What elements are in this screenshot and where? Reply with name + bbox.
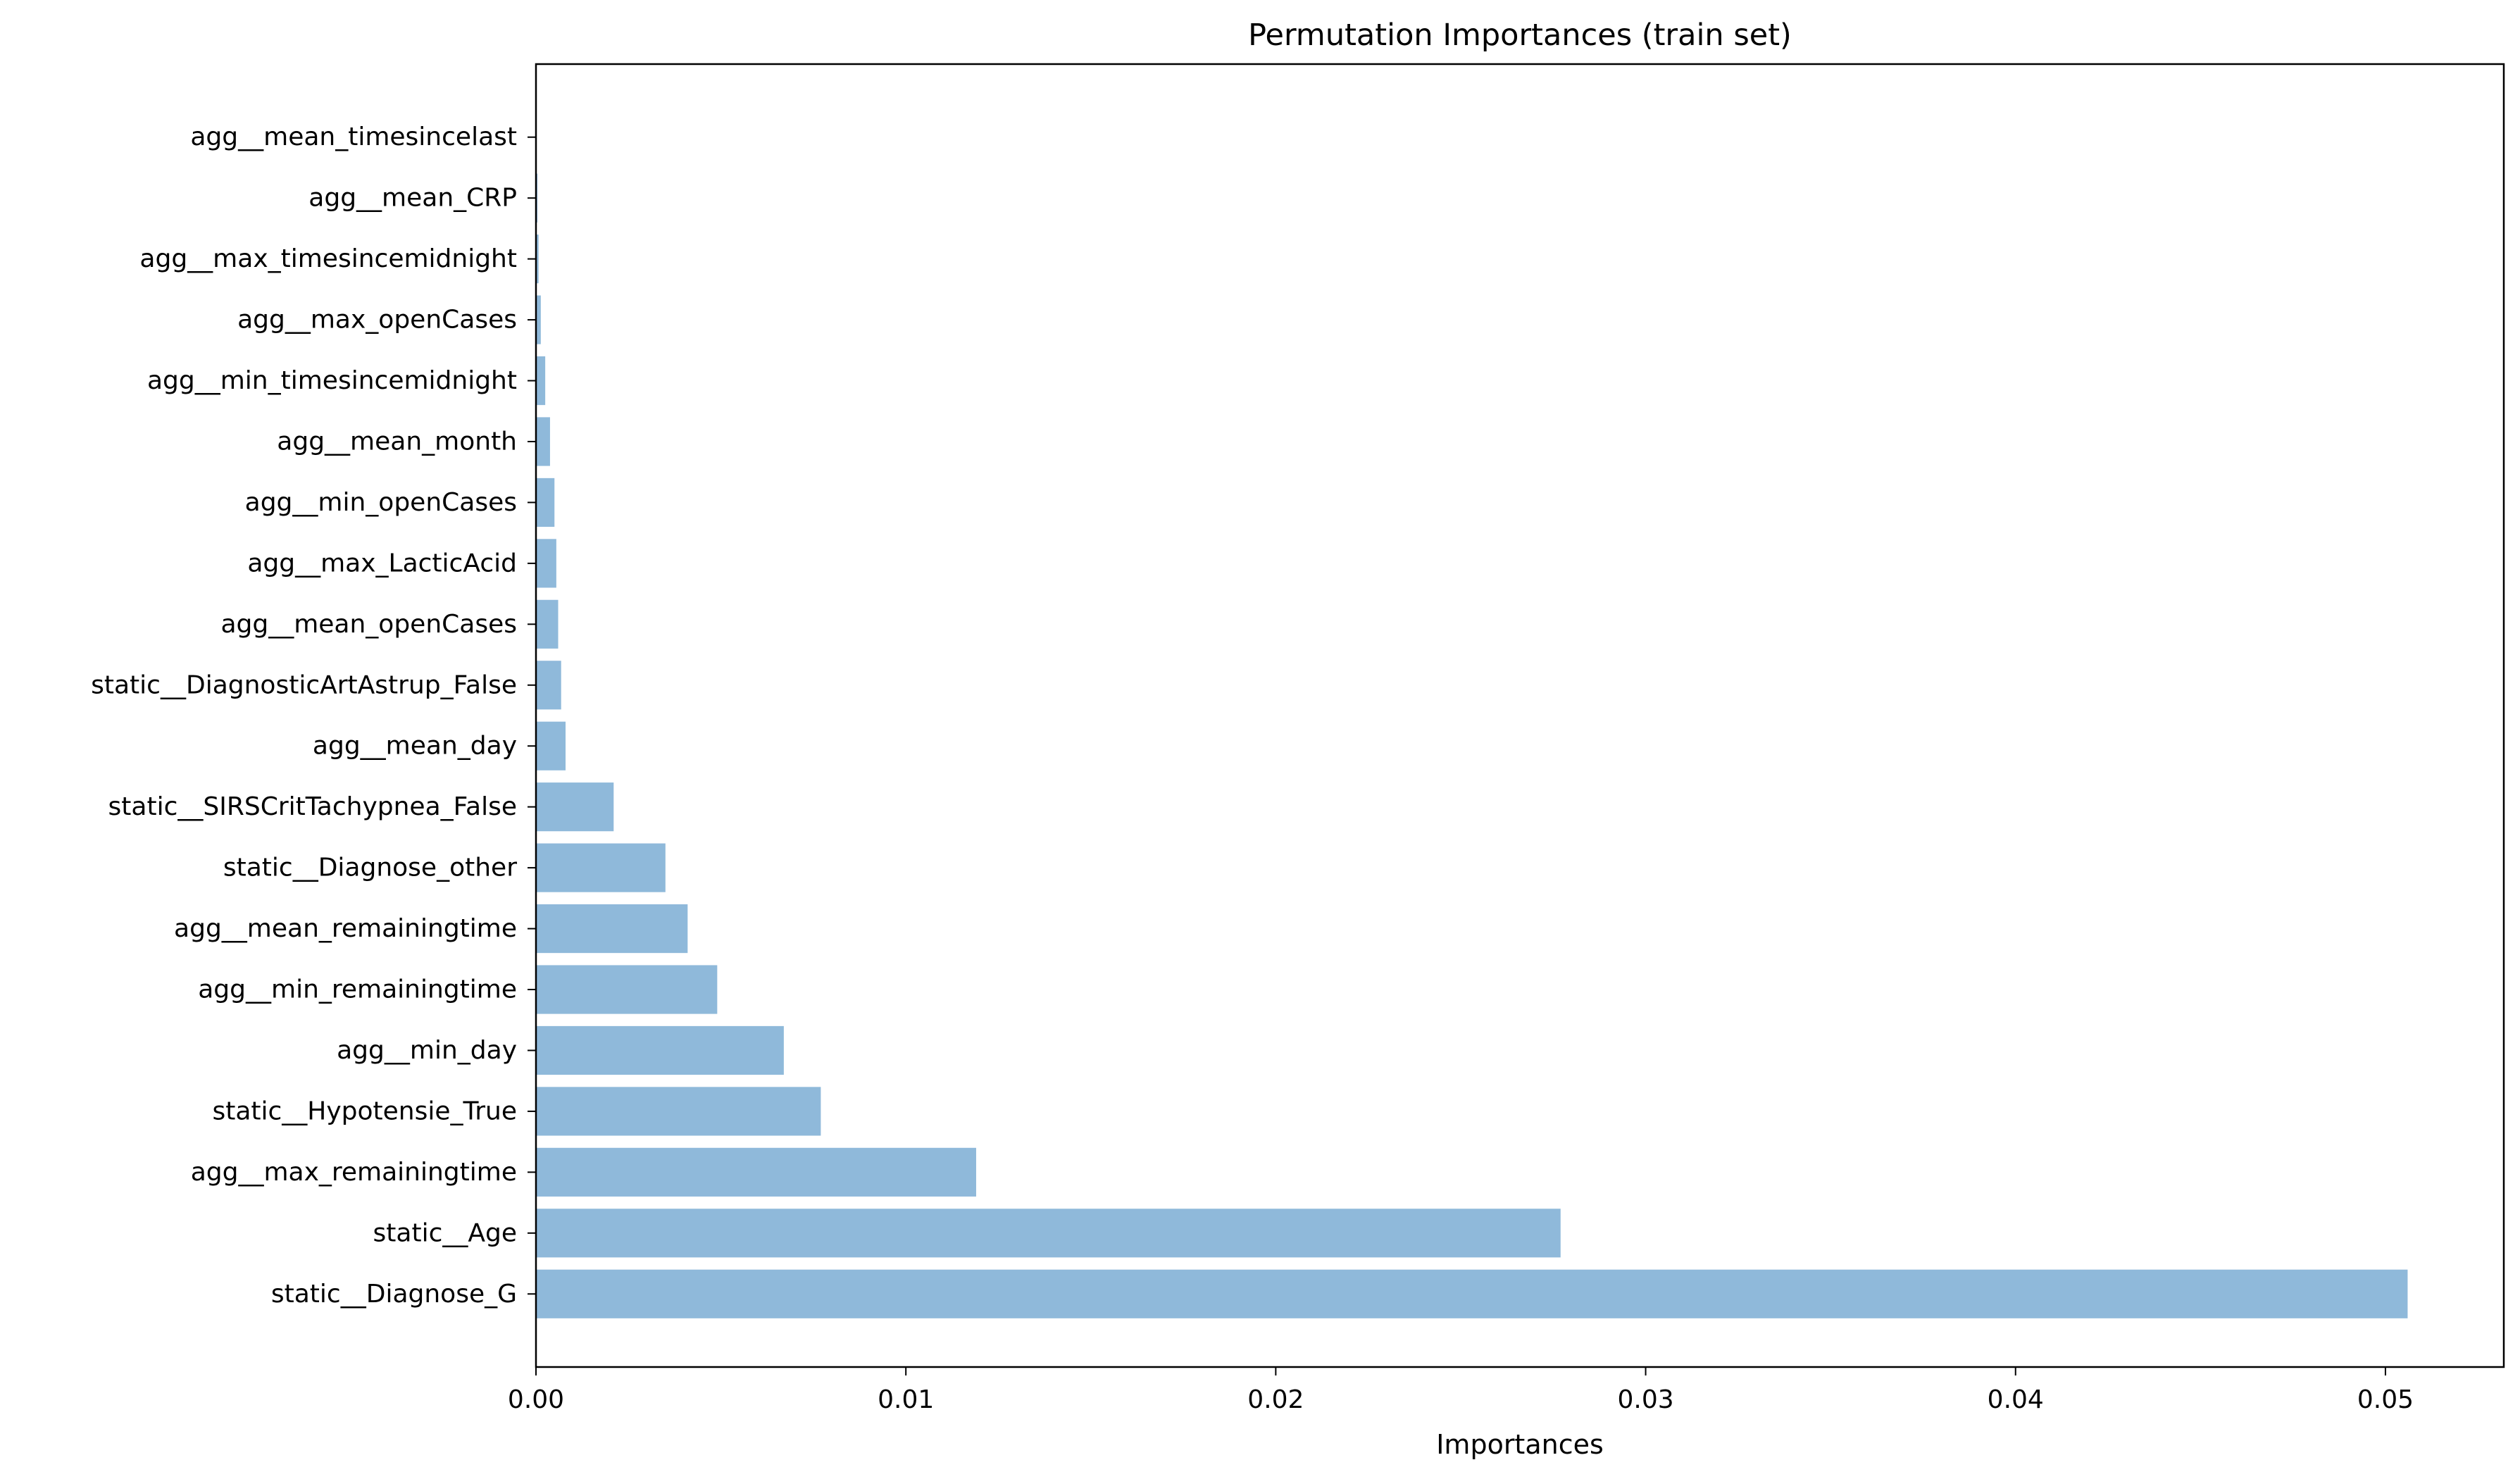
y-tick-label: agg__mean_CRP <box>308 184 517 213</box>
y-tick-label: agg__mean_remainingtime <box>174 914 517 943</box>
bar-static__SIRSCritTachypnea_False <box>536 782 614 832</box>
bar-static__Hypotensie_True <box>536 1087 821 1136</box>
bar-agg__min_openCases <box>536 478 555 528</box>
y-tick-label: agg__min_remainingtime <box>198 975 517 1004</box>
y-tick-label: agg__min_day <box>337 1036 517 1065</box>
bar-agg__max_openCases <box>536 295 541 344</box>
bar-agg__max_timesincemidnight <box>536 235 539 284</box>
bar-static__Age <box>536 1209 1561 1258</box>
bar-agg__mean_month <box>536 417 550 466</box>
x-tick-label: 0.02 <box>1247 1385 1304 1414</box>
x-tick-label: 0.00 <box>508 1385 564 1414</box>
chart-title: Permutation Importances (train set) <box>1248 18 1792 53</box>
bars-layer <box>536 113 2408 1318</box>
y-tick-label: agg__mean_month <box>277 427 517 456</box>
bar-static__Diagnose_other <box>536 843 666 892</box>
y-tick-label: agg__max_openCases <box>237 306 517 335</box>
bar-static__DiagnosticArtAstrup_False <box>536 661 561 710</box>
bar-agg__mean_remainingtime <box>536 904 688 954</box>
y-tick-label: static__Diagnose_other <box>223 854 517 882</box>
axes-frame <box>535 63 2505 1368</box>
y-tick-label: static__Hypotensie_True <box>212 1097 517 1125</box>
y-tick-label: static__SIRSCritTachypnea_False <box>108 792 517 821</box>
y-tick-label: static__Diagnose_G <box>271 1280 517 1309</box>
x-tick-label: 0.03 <box>1617 1385 1673 1414</box>
bar-agg__min_timesincemidnight <box>536 356 546 406</box>
y-tick-label: agg__min_openCases <box>245 488 517 517</box>
y-tick-label: static__DiagnosticArtAstrup_False <box>91 670 517 699</box>
y-tick-label: agg__min_timesincemidnight <box>147 366 517 395</box>
x-tick-label: 0.01 <box>878 1385 934 1414</box>
y-tick-label: agg__mean_timesincelast <box>190 123 517 151</box>
y-tick-label: agg__mean_openCases <box>220 610 517 639</box>
x-axis-label: Importances <box>1436 1429 1604 1460</box>
bar-agg__mean_day <box>536 721 566 770</box>
y-tick-label: agg__max_LacticAcid <box>247 549 517 578</box>
y-axis-ticks: static__Diagnose_G static__Age agg__max_re… <box>91 123 536 1309</box>
bar-agg__mean_openCases <box>536 599 559 649</box>
y-tick-label: agg__max_remainingtime <box>191 1158 517 1187</box>
bar-agg__min_remainingtime <box>536 965 718 1014</box>
bar-agg__max_LacticAcid <box>536 539 556 588</box>
y-tick-label: agg__mean_day <box>313 732 517 761</box>
bar-agg__max_remainingtime <box>536 1147 976 1197</box>
bar-agg__min_day <box>536 1025 784 1075</box>
y-tick-label: static__Age <box>373 1218 517 1247</box>
x-tick-label: 0.04 <box>1988 1385 2044 1414</box>
x-axis-ticks: 0.00 0.01 0.02 0.03 0.04 0.05 <box>508 1367 2414 1414</box>
y-tick-label: agg__max_timesincemidnight <box>139 244 517 273</box>
x-tick-label: 0.05 <box>2357 1385 2414 1414</box>
bar-static__Diagnose_G <box>536 1269 2408 1318</box>
